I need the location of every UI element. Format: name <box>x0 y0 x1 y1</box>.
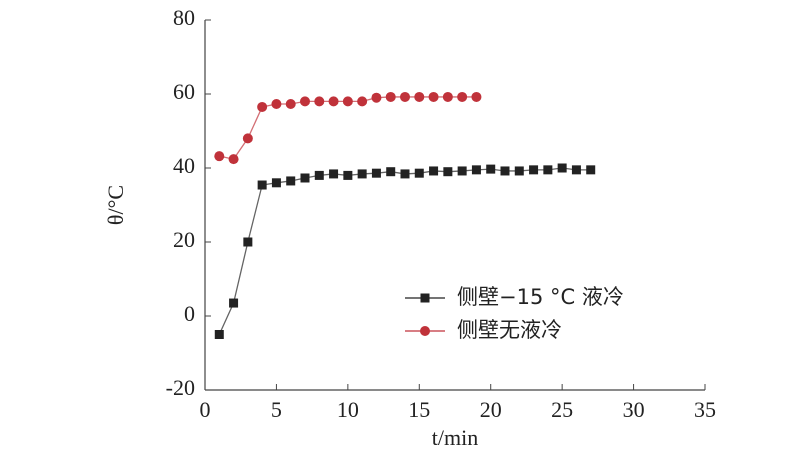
data-point <box>586 165 596 175</box>
legend-marker <box>420 293 430 303</box>
y-axis-label: θ/°C <box>103 185 128 225</box>
data-point <box>514 166 524 176</box>
data-point <box>214 151 225 162</box>
data-point <box>429 166 439 176</box>
data-point <box>229 298 239 308</box>
data-point <box>214 330 224 339</box>
data-point <box>529 165 539 175</box>
legend-label: 侧壁无液冷 <box>457 318 562 342</box>
data-point <box>557 163 567 173</box>
data-point <box>543 165 553 175</box>
data-point <box>257 101 268 112</box>
data-point <box>343 170 353 180</box>
data-point <box>471 91 482 102</box>
data-point <box>414 91 425 102</box>
data-point <box>314 96 325 107</box>
x-tick-label: 0 <box>200 397 211 422</box>
data-point <box>428 91 439 102</box>
data-point <box>371 168 381 178</box>
data-point <box>357 96 368 107</box>
data-point <box>300 173 310 183</box>
series-line <box>218 167 591 335</box>
y-tick-label: 20 <box>173 227 195 252</box>
x-axis-label: t/min <box>432 425 478 450</box>
legend-label: 侧壁−15 °C 液冷 <box>457 285 624 309</box>
legend-marker <box>420 326 430 336</box>
data-point <box>371 92 382 103</box>
data-point <box>400 169 410 179</box>
data-point <box>228 154 239 165</box>
x-tick-label: 10 <box>337 397 359 422</box>
data-point <box>457 166 467 176</box>
data-point <box>385 91 396 102</box>
data-point <box>386 167 396 177</box>
data-point <box>500 166 510 176</box>
data-point <box>314 170 324 180</box>
data-point <box>257 180 267 190</box>
data-point <box>286 176 296 186</box>
data-point <box>414 168 424 178</box>
data-point <box>457 91 468 102</box>
data-point <box>442 91 453 102</box>
data-point <box>571 165 581 175</box>
data-point <box>329 169 339 179</box>
data-point <box>300 96 310 107</box>
x-tick-label: 15 <box>408 397 430 422</box>
y-tick-label: -20 <box>166 375 195 400</box>
x-tick-label: 30 <box>623 397 645 422</box>
x-tick-label: 20 <box>480 397 502 422</box>
y-tick-label: 0 <box>184 301 195 326</box>
y-tick-label: 40 <box>173 153 195 178</box>
data-point <box>400 91 410 102</box>
x-tick-label: 35 <box>694 397 716 422</box>
data-point <box>242 133 253 144</box>
data-point <box>486 164 496 174</box>
data-point <box>271 178 281 188</box>
data-point <box>328 96 339 107</box>
data-point <box>271 98 282 109</box>
data-point <box>342 96 353 107</box>
data-point <box>357 169 367 179</box>
y-tick-label: 80 <box>173 5 195 30</box>
y-tick-label: 60 <box>173 79 195 104</box>
data-point <box>443 167 453 177</box>
data-point <box>243 237 253 247</box>
data-point <box>471 165 481 175</box>
x-tick-label: 25 <box>551 397 573 422</box>
data-point <box>285 98 296 109</box>
x-tick-label: 5 <box>271 397 282 422</box>
